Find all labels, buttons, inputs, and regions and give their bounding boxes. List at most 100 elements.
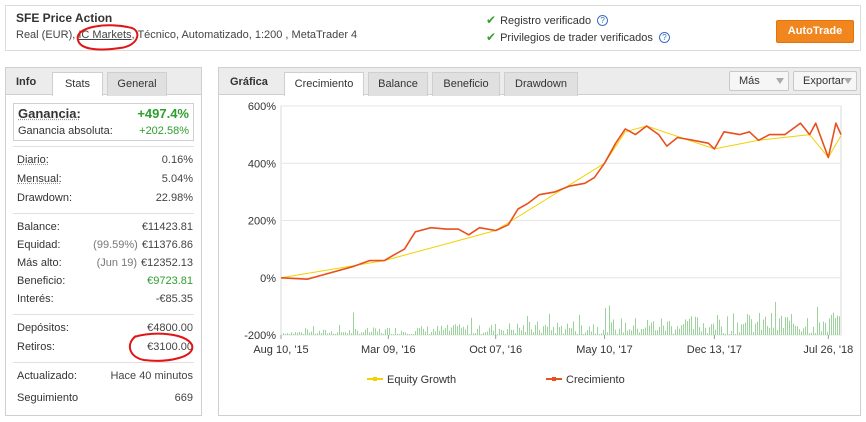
- volume-bar: [797, 326, 798, 335]
- volume-bar: [491, 324, 492, 335]
- volume-bar: [761, 329, 762, 335]
- info-panel: Info Stats General Ganancia: +497.4% Gan…: [5, 67, 202, 416]
- stat-label: Diario:: [17, 154, 49, 166]
- volume-bar: [521, 330, 522, 335]
- volume-bar: [599, 334, 600, 335]
- volume-bar: [785, 317, 786, 335]
- volume-bar: [441, 325, 442, 335]
- volume-bar: [603, 329, 604, 335]
- volume-bar: [617, 333, 618, 335]
- volume-bar: [433, 329, 434, 335]
- volume-bar: [639, 332, 640, 335]
- tab-stats[interactable]: Stats: [52, 72, 103, 96]
- volume-bar: [283, 332, 284, 335]
- volume-bar: [539, 330, 540, 335]
- volume-bar: [645, 327, 646, 335]
- volume-bar: [803, 328, 804, 335]
- volume-bar: [495, 323, 496, 335]
- help-icon[interactable]: ?: [658, 32, 670, 43]
- x-tick-label: May 10, '17: [576, 344, 633, 356]
- info-section-label: Info: [16, 76, 37, 88]
- volume-bar: [325, 329, 326, 335]
- chevron-down-icon: [776, 78, 784, 84]
- volume-bar: [345, 332, 346, 335]
- volume-bar: [455, 324, 456, 335]
- volume-bar: [321, 333, 322, 335]
- volume-bar: [485, 332, 486, 335]
- volume-bar: [711, 324, 712, 335]
- volume-bar: [669, 320, 670, 335]
- volume-bar: [773, 327, 774, 335]
- volume-bar: [461, 327, 462, 335]
- volume-bar: [353, 312, 354, 335]
- stat-value: 5.04%: [161, 173, 193, 185]
- volume-bar: [759, 312, 760, 335]
- volume-bar: [331, 331, 332, 335]
- volume-bar: [559, 327, 560, 335]
- gain-summary: Ganancia: +497.4% Ganancia absoluta: +20…: [13, 103, 194, 141]
- volume-bar: [815, 333, 816, 335]
- tab-drawdown[interactable]: Drawdown: [504, 72, 578, 96]
- volume-bar: [727, 316, 728, 335]
- volume-bar: [839, 316, 840, 335]
- volume-bar: [719, 319, 720, 335]
- volume-bar: [437, 325, 438, 335]
- growth-chart: 600% 400% 200% 0% -200% Aug 10, '15 Mar 09, '1…: [244, 101, 853, 356]
- export-dropdown[interactable]: Exportar: [793, 71, 857, 91]
- volume-bar: [729, 334, 730, 335]
- legend-equity-growth[interactable]: Equity Growth: [367, 374, 456, 386]
- stat-value: 669: [174, 392, 193, 404]
- volume-bar: [503, 330, 504, 335]
- volume-bar: [781, 315, 782, 335]
- volume-bar: [825, 322, 826, 335]
- volume-bar: [737, 322, 738, 335]
- volume-bar: [435, 331, 436, 335]
- x-tick-label: Aug 10, '15: [253, 344, 308, 356]
- stat-label: Más alto:: [17, 257, 62, 269]
- volume-bar: [413, 333, 414, 335]
- volume-bar: [659, 326, 660, 335]
- volume-bar: [291, 332, 292, 335]
- volume-bar: [649, 325, 650, 335]
- tab-growth[interactable]: Crecimiento: [284, 72, 364, 96]
- volume-bar: [621, 318, 622, 335]
- chart-panel: Gráfica Crecimiento Balance Beneficio Dr…: [218, 67, 861, 416]
- volume-bar: [511, 329, 512, 335]
- tab-general[interactable]: General: [107, 72, 167, 96]
- volume-bar: [777, 330, 778, 335]
- volume-bar: [679, 328, 680, 335]
- volume-bar: [343, 332, 344, 335]
- volume-bar: [623, 332, 624, 335]
- volume-bar: [377, 331, 378, 335]
- volume-bar: [383, 333, 384, 335]
- x-tick-label: Jul 26, '18: [803, 344, 853, 356]
- volume-bar: [561, 325, 562, 335]
- volume-bar: [499, 328, 500, 335]
- volume-bar: [689, 318, 690, 335]
- volume-bar: [819, 322, 820, 335]
- more-dropdown[interactable]: Más: [729, 71, 789, 91]
- volume-bar: [611, 322, 612, 335]
- volume-bar: [733, 313, 734, 335]
- volume-bar: [359, 334, 360, 335]
- volume-bar: [335, 334, 336, 335]
- volume-bar: [805, 326, 806, 335]
- volume-bar: [769, 327, 770, 335]
- tab-balance[interactable]: Balance: [368, 72, 428, 96]
- x-tick-label: Oct 07, '16: [469, 344, 522, 356]
- legend-growth[interactable]: Crecimiento: [546, 374, 625, 386]
- volume-bar: [505, 334, 506, 335]
- volume-bar: [683, 324, 684, 335]
- volume-bar: [817, 306, 818, 335]
- volume-bar: [637, 328, 638, 335]
- broker-link[interactable]: IC Markets: [78, 29, 132, 41]
- tab-profit[interactable]: Beneficio: [432, 72, 500, 96]
- stat-value-group: (99.59%) €11376.86: [93, 239, 193, 255]
- help-icon[interactable]: ?: [597, 15, 609, 26]
- volume-bar: [395, 327, 396, 335]
- volume-bar: [523, 325, 524, 335]
- autotrade-button[interactable]: AutoTrade: [776, 20, 854, 43]
- legend-label: Crecimiento: [566, 374, 625, 386]
- volume-bar: [809, 333, 810, 335]
- volume-bar: [541, 332, 542, 335]
